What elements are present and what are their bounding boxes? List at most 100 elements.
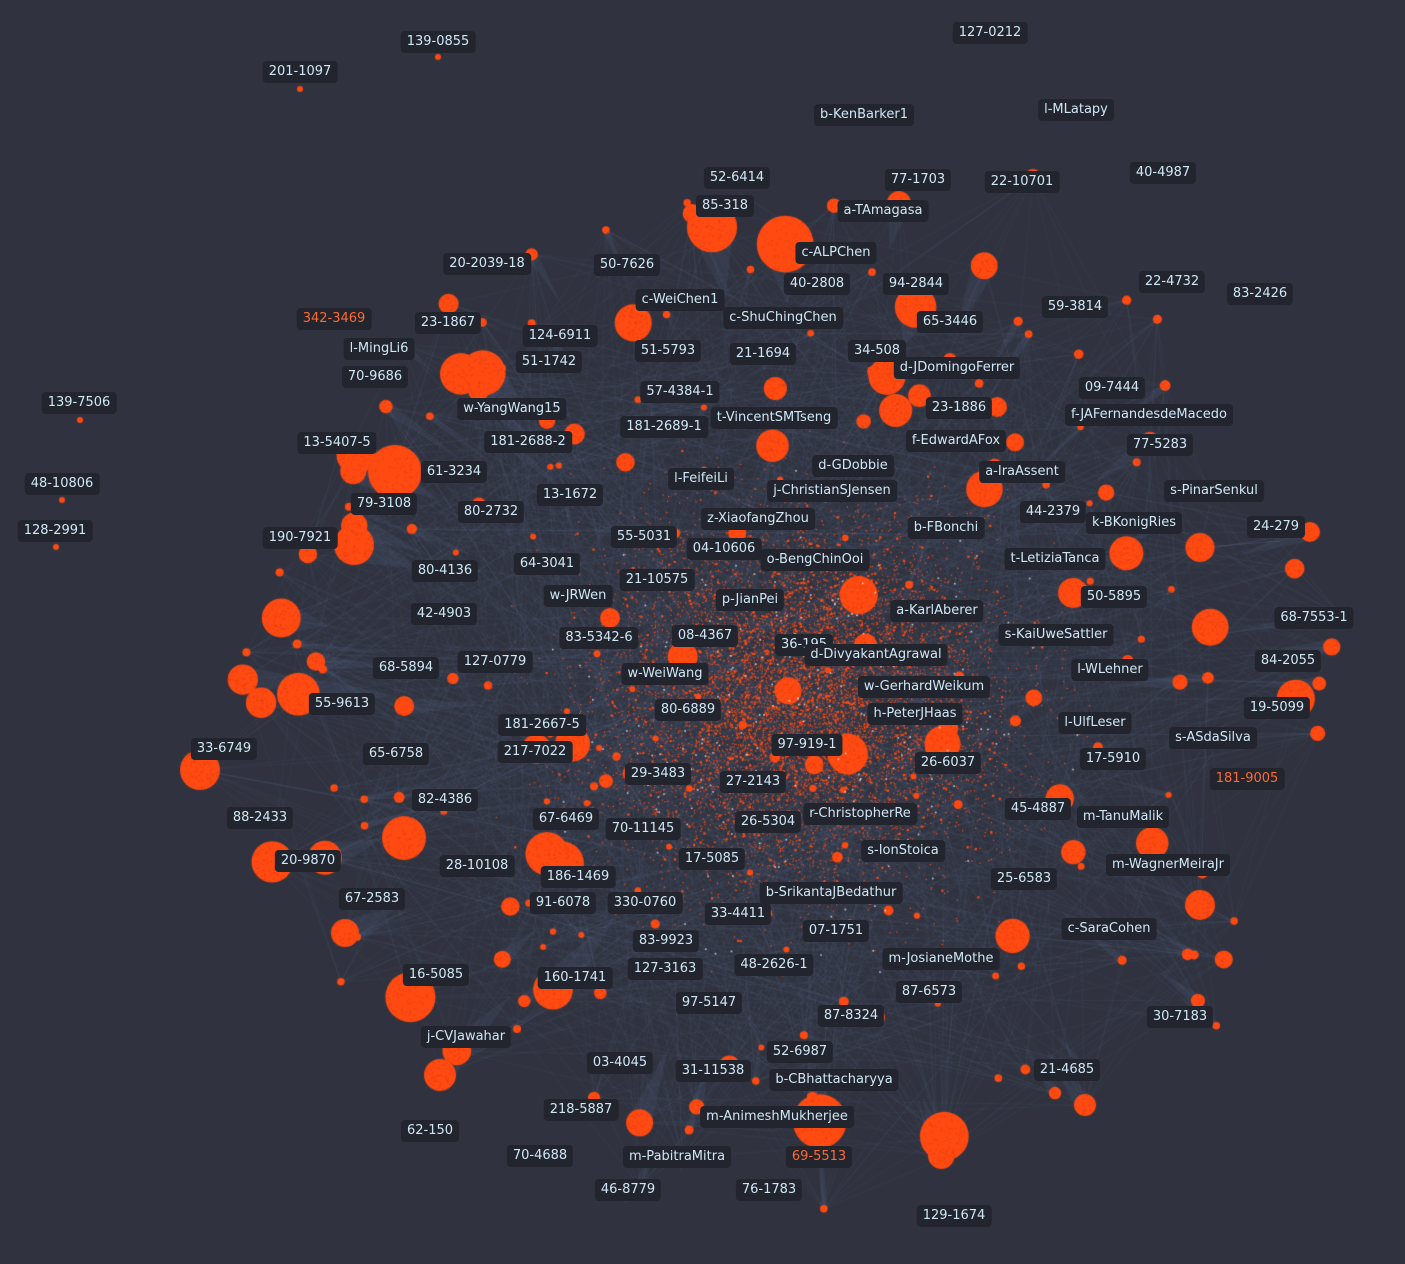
node-label[interactable]: 03-4045 [586, 1052, 654, 1074]
node-label[interactable]: 129-1674 [916, 1205, 992, 1227]
node-label[interactable]: z-XiaofangZhou [701, 508, 815, 530]
node-label[interactable]: 80-6889 [654, 699, 722, 721]
node-label[interactable]: 85-318 [695, 195, 755, 217]
node-label[interactable]: f-EdwardAFox [905, 430, 1007, 452]
node-label[interactable]: 88-2433 [226, 807, 294, 829]
node-label[interactable]: 80-2732 [457, 501, 525, 523]
node-label[interactable]: 64-3041 [513, 553, 581, 575]
node-label[interactable]: 97-919-1 [771, 734, 843, 756]
node-label[interactable]: l-FeifeiLi [668, 468, 734, 490]
node-label[interactable]: 48-10806 [24, 473, 100, 495]
node-label[interactable]: 70-9686 [341, 366, 409, 388]
node-label[interactable]: j-CVJawahar [420, 1026, 512, 1048]
node-label[interactable]: 190-7921 [262, 527, 338, 549]
node-label[interactable]: 30-7183 [1146, 1006, 1214, 1028]
node-label[interactable]: 31-11538 [675, 1060, 751, 1082]
node-label[interactable]: p-JianPei [715, 589, 785, 611]
node-label[interactable]: 17-5910 [1079, 748, 1147, 770]
node-label[interactable]: l-MLatapy [1038, 99, 1114, 121]
node-label[interactable]: 160-1741 [537, 967, 613, 989]
node-label[interactable]: 218-5887 [543, 1099, 619, 1121]
node-label[interactable]: 42-4903 [410, 603, 478, 625]
node-label[interactable]: 22-4732 [1138, 271, 1206, 293]
node-label[interactable]: 23-1886 [925, 397, 993, 419]
node-label[interactable]: 40-4987 [1129, 162, 1197, 184]
node-label[interactable]: 70-11145 [605, 818, 681, 840]
node-label[interactable]: l-MingLi6 [343, 338, 415, 360]
node-label[interactable]: 68-5894 [372, 657, 440, 679]
node-label[interactable]: 04-10606 [686, 538, 762, 560]
node-label[interactable]: 127-3163 [627, 958, 703, 980]
node-label[interactable]: 33-4411 [704, 903, 772, 925]
node-label[interactable]: 20-9870 [274, 850, 342, 872]
node-label[interactable]: 16-5085 [402, 964, 470, 986]
node-label[interactable]: c-ALPChen [795, 242, 877, 264]
node-label[interactable]: 27-2143 [719, 771, 787, 793]
node-label[interactable]: 76-1783 [735, 1179, 803, 1201]
node-label[interactable]: 20-2039-18 [443, 253, 531, 275]
node-label[interactable]: 82-4386 [411, 789, 479, 811]
node-label[interactable]: 80-4136 [411, 560, 479, 582]
node-label[interactable]: 79-3108 [350, 493, 418, 515]
node-label[interactable]: 33-6749 [190, 738, 258, 760]
node-label[interactable]: 181-9005 [1209, 768, 1285, 790]
node-label[interactable]: 21-4685 [1033, 1059, 1101, 1081]
node-label[interactable]: 67-2583 [338, 888, 406, 910]
node-label[interactable]: 57-4384-1 [640, 381, 720, 403]
node-label[interactable]: 83-2426 [1226, 283, 1294, 305]
node-label[interactable]: 181-2667-5 [498, 714, 586, 736]
node-label[interactable]: c-SaraCohen [1061, 918, 1157, 940]
node-label[interactable]: w-YangWang15 [457, 398, 567, 420]
node-label[interactable]: 40-2808 [783, 273, 851, 295]
node-label[interactable]: l-WLehner [1071, 659, 1149, 681]
node-label[interactable]: 24-279 [1246, 516, 1306, 538]
node-label[interactable]: 67-6469 [532, 808, 600, 830]
node-label[interactable]: 21-10575 [619, 569, 695, 591]
node-label[interactable]: k-BKonigRies [1085, 512, 1183, 534]
node-label[interactable]: 50-5895 [1080, 586, 1148, 608]
node-label[interactable]: b-SrikantaJBedathur [759, 882, 903, 904]
node-label[interactable]: 26-5304 [734, 811, 802, 833]
node-label[interactable]: 13-5407-5 [297, 432, 377, 454]
node-label[interactable]: 19-5099 [1243, 697, 1311, 719]
node-label[interactable]: 07-1751 [802, 920, 870, 942]
node-label[interactable]: 87-6573 [895, 981, 963, 1003]
node-label[interactable]: 44-2379 [1019, 501, 1087, 523]
node-label[interactable]: 127-0212 [952, 22, 1028, 44]
node-label[interactable]: t-LetiziaTanca [1004, 548, 1106, 570]
node-label[interactable]: d-DivyakantAgrawal [804, 644, 948, 666]
node-label[interactable]: 55-9613 [308, 693, 376, 715]
node-label[interactable]: 127-0779 [457, 651, 533, 673]
node-label[interactable]: m-WagnerMeiraJr [1106, 854, 1230, 876]
node-label[interactable]: 83-5342-6 [559, 627, 639, 649]
node-label[interactable]: 77-1703 [884, 169, 952, 191]
node-label[interactable]: c-WeiChen1 [635, 289, 725, 311]
node-label[interactable]: 181-2689-1 [620, 416, 708, 438]
node-label[interactable]: r-ChristopherRe [803, 803, 917, 825]
node-label[interactable]: 69-5513 [785, 1146, 853, 1168]
node-label[interactable]: 186-1469 [540, 866, 616, 888]
node-label[interactable]: h-PeterJHaas [867, 703, 963, 725]
node-label[interactable]: 87-8324 [817, 1005, 885, 1027]
node-label[interactable]: b-KenBarker1 [814, 104, 914, 126]
node-label[interactable]: 139-7506 [41, 392, 117, 414]
node-label[interactable]: d-GDobbie [812, 455, 894, 477]
node-label[interactable]: w-GerhardWeikum [857, 676, 991, 698]
node-label[interactable]: 55-5031 [610, 526, 678, 548]
node-label[interactable]: 217-7022 [497, 741, 573, 763]
node-label[interactable]: 25-6583 [990, 868, 1058, 890]
node-label[interactable]: 26-6037 [914, 752, 982, 774]
node-label[interactable]: c-ShuChingChen [723, 307, 843, 329]
node-label[interactable]: 17-5085 [678, 848, 746, 870]
node-label[interactable]: 48-2626-1 [734, 954, 814, 976]
node-label[interactable]: 51-1742 [515, 351, 583, 373]
node-label[interactable]: m-AnimeshMukherjee [700, 1106, 854, 1128]
node-label[interactable]: 84-2055 [1254, 650, 1322, 672]
node-label[interactable]: 77-5283 [1126, 434, 1194, 456]
node-label[interactable]: 83-9923 [632, 930, 700, 952]
node-label[interactable]: 45-4887 [1004, 798, 1072, 820]
node-label[interactable]: 65-6758 [362, 743, 430, 765]
node-label[interactable]: 62-150 [400, 1120, 460, 1142]
node-label[interactable]: 70-4688 [506, 1145, 574, 1167]
node-label[interactable]: 128-2991 [17, 520, 93, 542]
